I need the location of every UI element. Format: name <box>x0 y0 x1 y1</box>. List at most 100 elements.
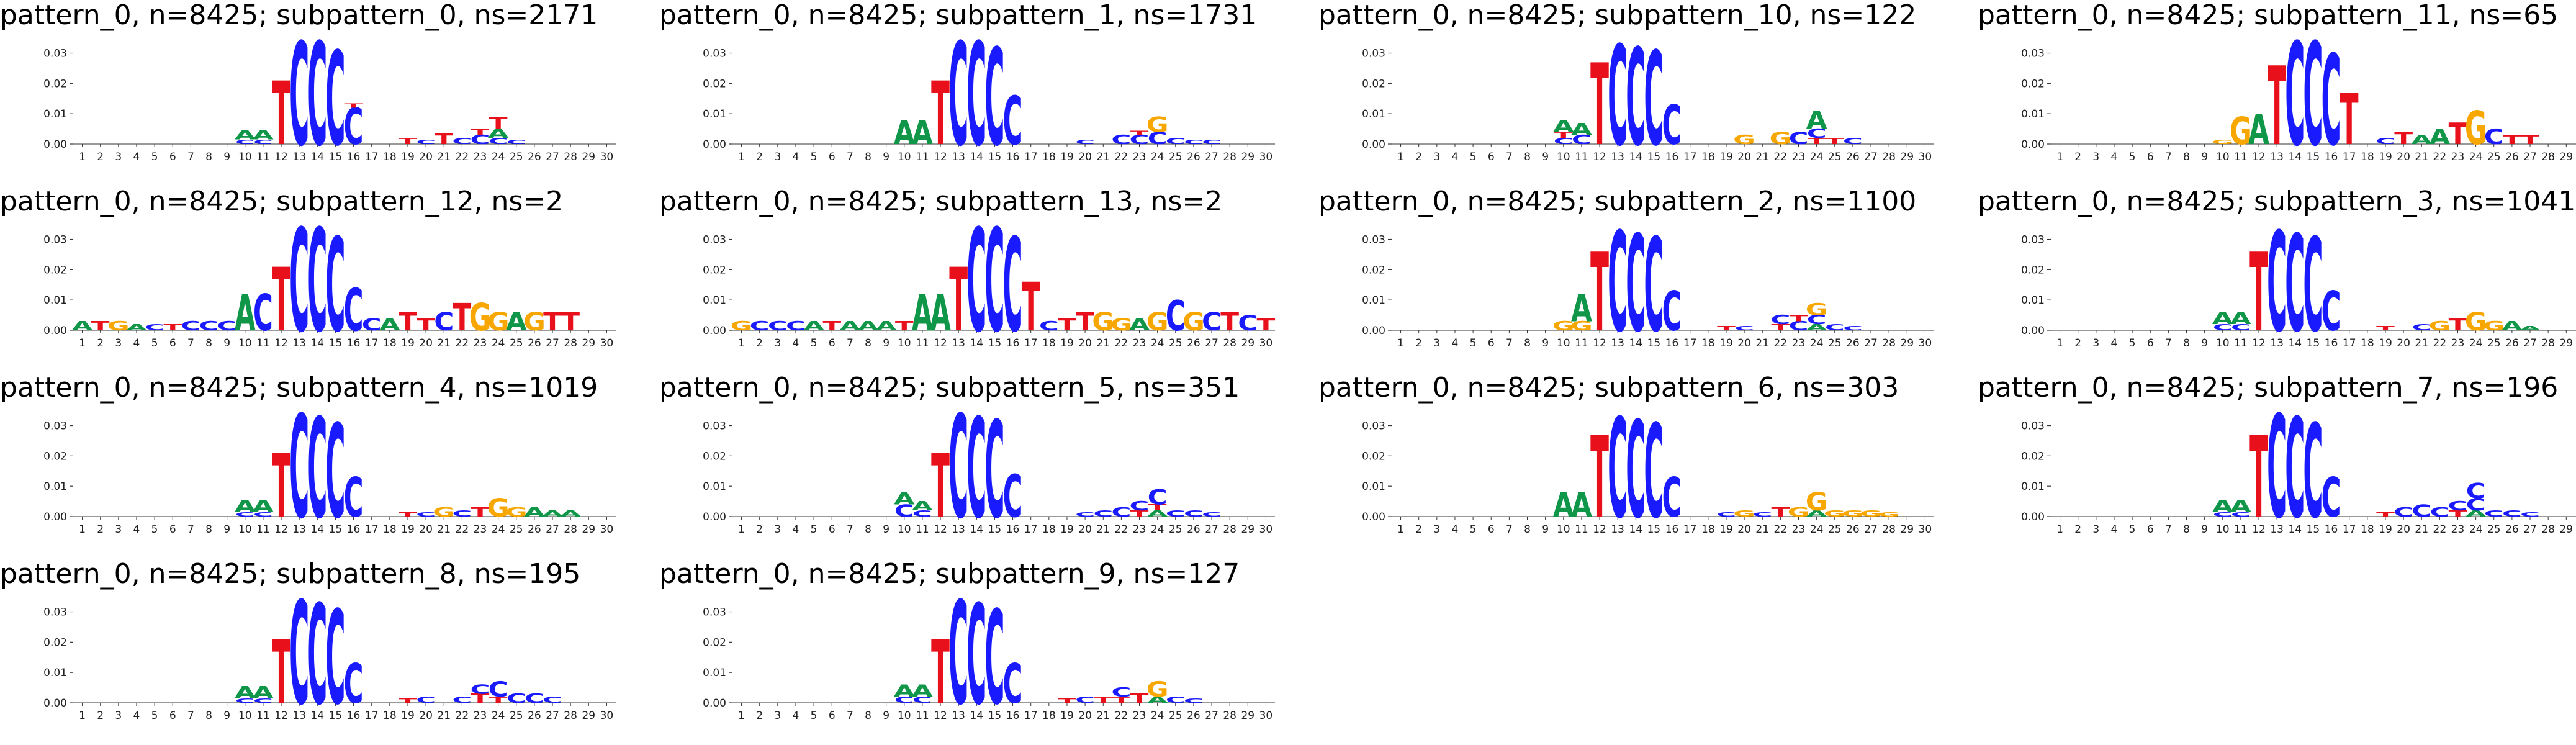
logo-letter-G: G <box>1806 487 1828 517</box>
x-tick-label: 30 <box>1259 337 1273 350</box>
x-tick-label: 25 <box>1169 523 1182 536</box>
logo-letter-glyph: C <box>2466 495 2486 515</box>
logo-panel: pattern_0, n=8425; subpattern_1, ns=1731… <box>659 0 1302 186</box>
x-tick-label: 9 <box>2201 337 2208 350</box>
logo-letter-C: C <box>1003 83 1023 160</box>
logo-letter-glyph: C <box>2303 398 2323 548</box>
logo-letter-A: A <box>912 285 933 343</box>
y-tick-label: 0.02 <box>703 450 726 463</box>
logo-panel: pattern_0, n=8425; subpattern_4, ns=1019… <box>0 372 642 559</box>
x-tick-label: 20 <box>419 151 433 163</box>
logo-letter-glyph: G <box>2483 319 2505 334</box>
logo-letter-glyph: C <box>1111 133 1131 148</box>
x-tick-label: 15 <box>2307 337 2320 350</box>
x-tick-label: 14 <box>2288 523 2302 536</box>
x-tick-label: 8 <box>865 523 871 536</box>
logo-letter-glyph: C <box>1662 281 1682 343</box>
logo-letter-glyph: T <box>399 137 417 147</box>
logo-letter-glyph: A <box>1571 486 1592 525</box>
logo-letter-T: T <box>822 319 841 334</box>
x-tick-label: 17 <box>1024 151 1038 163</box>
x-tick-label: 26 <box>528 710 541 722</box>
x-tick-label: 2 <box>97 151 104 163</box>
x-tick-label: 6 <box>1488 337 1495 350</box>
x-tick-label: 2 <box>97 337 104 350</box>
x-tick-label: 23 <box>1133 337 1146 350</box>
x-tick-label: 25 <box>1828 151 1842 163</box>
x-tick-label: 18 <box>383 523 397 536</box>
x-tick-label: 7 <box>847 710 853 722</box>
logo-letter-T: T <box>1076 307 1094 336</box>
x-tick-label: 26 <box>1187 710 1200 722</box>
logo-letter-C: C <box>948 13 968 178</box>
y-tick-label: 0.00 <box>1362 325 1385 337</box>
logo-letter-glyph: A <box>912 681 933 701</box>
y-tick-label: 0.00 <box>43 325 67 337</box>
logo-letter-T: T <box>1058 315 1076 335</box>
logo-letter-glyph: C <box>2448 499 2467 514</box>
logo-letter-glyph: C <box>1238 312 1258 336</box>
logo-letter-glyph: C <box>1039 319 1059 334</box>
logo-letter-glyph: C <box>1075 138 1095 145</box>
logo-letter-C: C <box>181 319 200 334</box>
logo-letter-glyph: A <box>894 114 915 152</box>
x-tick-label: 7 <box>187 523 194 536</box>
x-tick-label: 8 <box>205 151 212 163</box>
logo-letter-C: C <box>253 511 273 518</box>
y-tick-label: 0.00 <box>2021 511 2045 523</box>
x-tick-label: 10 <box>238 523 252 536</box>
logo-letter-T: T <box>1790 314 1808 323</box>
logo-letter-T: T <box>543 307 562 336</box>
logo-letter-C: C <box>1572 133 1592 148</box>
x-tick-label: 12 <box>934 523 947 536</box>
logo-letter-glyph: C <box>948 572 968 736</box>
x-tick-label: 7 <box>2165 523 2172 536</box>
x-tick-label: 12 <box>1593 151 1606 163</box>
logo-letter-glyph: G <box>2428 319 2451 334</box>
x-tick-label: 24 <box>2469 337 2483 350</box>
x-tick-label: 1 <box>1397 337 1404 350</box>
x-tick-label: 16 <box>1665 523 1679 536</box>
x-tick-label: 23 <box>474 337 487 350</box>
panel-title: pattern_0, n=8425; subpattern_7, ns=196 <box>1978 372 2559 404</box>
logo-letter-glyph: T <box>2268 43 2286 169</box>
logo-letter-glyph: C <box>307 389 327 549</box>
logo-letter-C: C <box>966 13 986 178</box>
sequence-logo: 0.000.010.020.031 2 3 4 5 6 7 8 9 10 11 12 13 14 15 16 1… <box>703 199 1276 364</box>
x-tick-label: 15 <box>329 337 343 350</box>
logo-letter-glyph: A <box>2502 319 2523 334</box>
logo-letter-glyph: A <box>1147 695 1168 705</box>
x-tick-label: 5 <box>811 523 817 536</box>
x-tick-label: 27 <box>546 337 559 350</box>
x-tick-label: 18 <box>2361 151 2374 163</box>
x-tick-label: 3 <box>1433 151 1440 163</box>
logo-letter-glyph: A <box>253 683 274 703</box>
logo-letter-C: C <box>325 25 345 175</box>
y-tick-label: 0.01 <box>703 294 726 307</box>
x-tick-label: 9 <box>1542 523 1549 536</box>
x-tick-label: 16 <box>1006 523 1020 536</box>
logo-letter-glyph: A <box>72 319 94 334</box>
logo-letter-C: C <box>2466 495 2486 515</box>
logo-letter-A: A <box>506 307 527 336</box>
logo-letter-C: C <box>525 692 544 707</box>
sequence-logo: 0.000.010.020.031 2 3 4 5 6 7 8 9 10 11 12 13 14 15 16 1… <box>2021 203 2576 363</box>
logo-letter-glyph: C <box>253 285 273 343</box>
logo-letter-glyph: T <box>1771 323 1790 333</box>
logo-letter-glyph: C <box>1734 325 1754 332</box>
x-tick-label: 7 <box>2165 151 2172 163</box>
x-tick-label: 8 <box>205 337 212 350</box>
logo-letter-glyph: C <box>253 511 273 518</box>
x-tick-label: 14 <box>970 710 983 722</box>
logo-letter-C: C <box>1003 463 1023 531</box>
logo-letter-glyph: C <box>2267 386 2287 550</box>
x-tick-label: 26 <box>1846 523 1860 536</box>
x-tick-label: 5 <box>1470 337 1477 350</box>
logo-letter-C: C <box>452 695 472 705</box>
x-tick-label: 12 <box>934 337 947 350</box>
x-tick-label: 22 <box>456 710 469 722</box>
logo-letter-A: A <box>1806 323 1827 333</box>
logo-letter-glyph: A <box>930 285 951 343</box>
panel-title: pattern_0, n=8425; subpattern_4, ns=1019 <box>0 372 598 404</box>
logo-letter-glyph: C <box>1807 313 1827 328</box>
